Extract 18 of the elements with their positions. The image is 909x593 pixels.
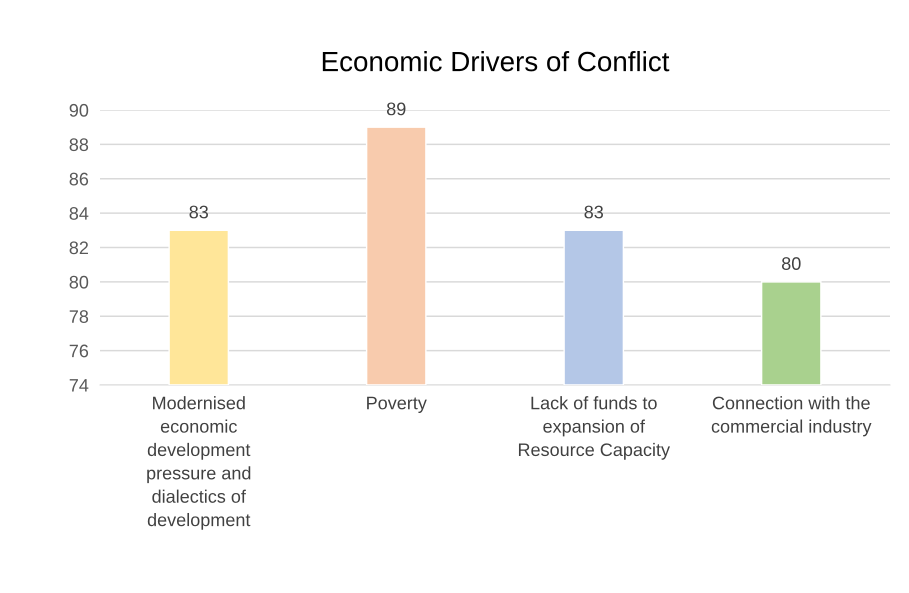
y-tick-label: 84 — [70, 207, 88, 220]
data-label: 83 — [189, 206, 208, 218]
y-tick-label: 76 — [70, 344, 88, 358]
y-tick-label: 74 — [70, 379, 88, 392]
y-tick-label: 86 — [70, 172, 88, 186]
x-tick-label: Connection with the commercial industry — [712, 396, 872, 436]
y-tick-label: 82 — [70, 241, 88, 254]
y-tick-label: 90 — [70, 104, 88, 117]
chart-title: Economic Drivers of Conflict — [322, 50, 670, 72]
data-label: 80 — [782, 257, 801, 270]
x-tick-label: Modernised economic development pressure and dialectics of development — [147, 396, 250, 530]
y-tick-label: 78 — [70, 310, 88, 323]
x-tick-label: Poverty — [367, 396, 427, 413]
y-tick-label: 80 — [70, 276, 88, 289]
data-label: 89 — [386, 102, 406, 116]
x-tick-label: Lack of funds to expansion of Resource Capacity — [518, 396, 670, 460]
data-label: 83 — [584, 206, 603, 218]
y-tick-label: 88 — [70, 138, 88, 152]
